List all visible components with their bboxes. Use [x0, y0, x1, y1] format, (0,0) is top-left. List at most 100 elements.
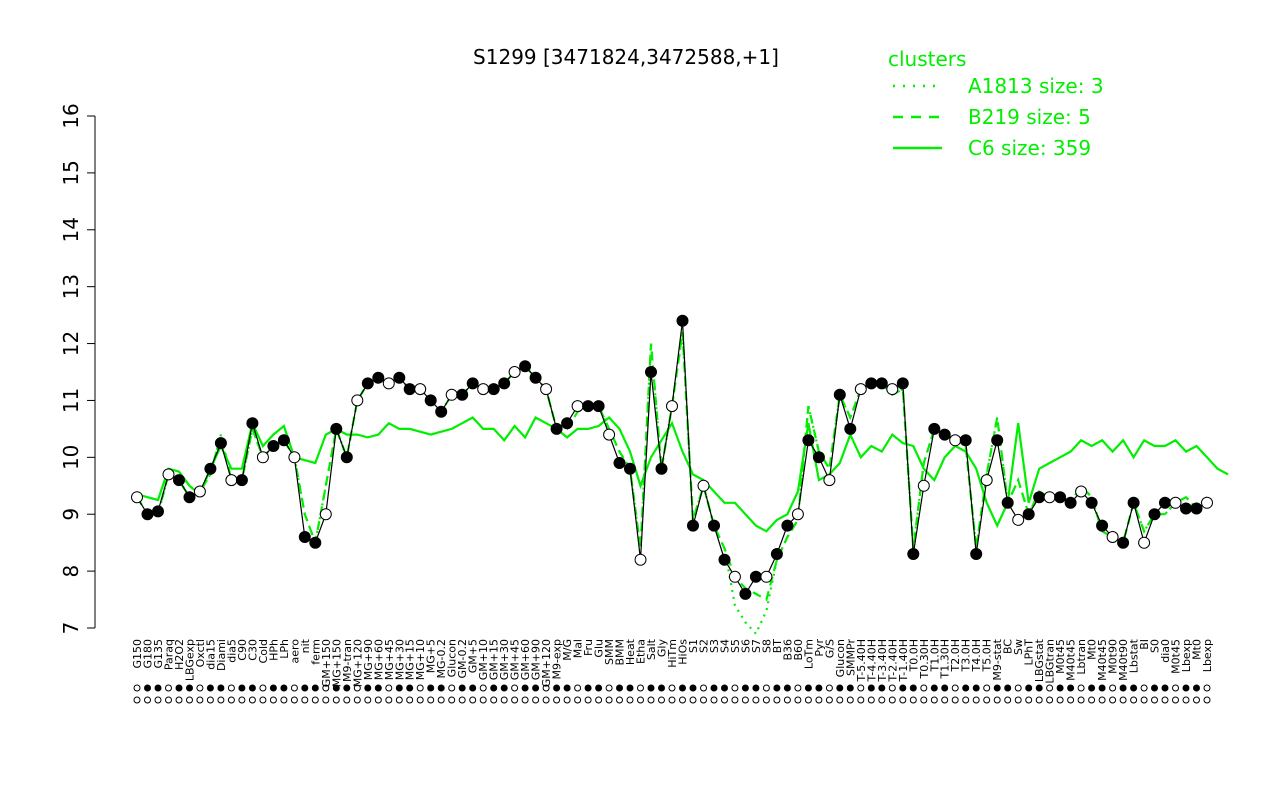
x-symbol	[1056, 696, 1064, 704]
x-symbol	[1014, 684, 1022, 692]
x-symbol	[290, 696, 298, 704]
x-tick-label: GM+5	[467, 639, 480, 673]
x-symbol	[217, 696, 225, 704]
x-tick-label: T1.0H	[928, 639, 941, 672]
x-symbol	[563, 684, 571, 692]
data-point	[403, 383, 416, 396]
x-tick-label: BI	[1138, 639, 1151, 650]
data-point	[917, 479, 930, 492]
x-symbol	[385, 696, 393, 704]
x-symbol	[804, 684, 812, 692]
data-point	[519, 360, 532, 373]
x-tick-label: M0t45	[1170, 639, 1183, 674]
x-symbol	[731, 696, 739, 704]
x-symbol	[1088, 684, 1096, 692]
data-point	[613, 457, 626, 469]
x-symbol	[721, 696, 728, 704]
data-point	[718, 553, 731, 566]
x-symbol	[427, 684, 435, 692]
x-tick-label: G/S	[823, 639, 836, 658]
x-tick-label: M40t90	[1117, 639, 1130, 681]
y-tick-label: 11	[59, 388, 83, 413]
x-symbol	[133, 696, 141, 704]
x-symbol	[374, 684, 382, 692]
x-symbol	[584, 684, 592, 692]
x-symbol	[762, 696, 770, 704]
data-point	[309, 536, 322, 549]
data-point	[1106, 531, 1119, 543]
data-point	[812, 451, 825, 464]
data-point	[749, 570, 762, 583]
data-point	[424, 394, 437, 407]
data-point	[204, 462, 217, 475]
x-tick-label: T4.0H	[970, 639, 983, 672]
x-tick-label: MG+60	[372, 639, 385, 680]
x-tick-label: T-5.40H	[855, 639, 868, 682]
x-symbol	[1025, 684, 1033, 692]
x-tick-label: Glu	[593, 639, 606, 658]
x-symbol	[1140, 684, 1148, 692]
y-tick-label: 12	[59, 331, 83, 356]
x-tick-label: Pyr	[813, 639, 826, 657]
x-symbol	[658, 684, 665, 692]
y-tick-label: 9	[59, 508, 83, 521]
x-symbol	[1035, 684, 1043, 692]
x-symbol	[658, 696, 665, 704]
data-point	[393, 371, 406, 384]
x-symbol	[941, 696, 949, 704]
data-point	[382, 377, 395, 390]
x-symbol	[301, 696, 309, 704]
data-point	[288, 451, 301, 464]
x-tick-label: T-3.40H	[876, 639, 889, 682]
x-symbol	[920, 696, 928, 704]
x-symbol	[867, 684, 875, 692]
x-symbol	[1119, 696, 1127, 704]
data-point	[183, 491, 196, 504]
x-tick-label: M0t45	[1054, 639, 1067, 674]
data-point	[235, 474, 248, 487]
x-symbol	[574, 696, 582, 704]
x-symbol	[668, 684, 676, 692]
x-symbol	[616, 684, 623, 692]
x-symbol	[1098, 684, 1106, 692]
x-tick-label: M0t90	[1107, 639, 1120, 674]
data-markers	[131, 314, 1213, 600]
x-tick-label: G180	[142, 639, 155, 669]
data-point	[1064, 496, 1077, 509]
x-symbol	[1109, 684, 1117, 692]
x-symbol	[899, 684, 907, 692]
data-point	[991, 434, 1004, 447]
x-tick-label: GM-0.2	[456, 639, 469, 678]
x-symbol	[448, 696, 456, 704]
x-symbol	[888, 684, 896, 692]
x-symbol	[1067, 684, 1075, 692]
x-symbol	[794, 684, 802, 692]
x-symbol	[500, 684, 508, 692]
x-symbol	[238, 684, 246, 692]
legend-label: C6 size: 359	[968, 136, 1091, 160]
x-symbol	[395, 696, 403, 704]
x-tick-label: MG+150	[330, 639, 343, 687]
x-symbol	[930, 696, 938, 704]
x-symbol	[983, 696, 991, 704]
x-tick-label: LPh	[278, 639, 291, 659]
x-symbol	[595, 696, 603, 704]
data-point	[791, 508, 804, 521]
x-symbol	[1077, 696, 1085, 704]
x-tick-label: Gly	[656, 639, 669, 658]
x-symbol	[322, 684, 330, 692]
x-symbol	[406, 684, 414, 692]
x-symbol	[196, 696, 204, 704]
x-symbol	[930, 684, 938, 692]
x-symbol	[857, 684, 865, 692]
x-symbol	[836, 696, 844, 704]
data-point	[571, 400, 584, 413]
data-point	[1201, 496, 1213, 509]
x-symbol	[825, 696, 833, 704]
x-symbol	[385, 684, 393, 692]
x-tick-label: M9-exp	[551, 639, 564, 680]
x-symbol	[721, 684, 728, 692]
x-tick-label: Sw	[1012, 639, 1025, 655]
x-symbol	[500, 696, 508, 704]
data-point	[477, 383, 490, 396]
